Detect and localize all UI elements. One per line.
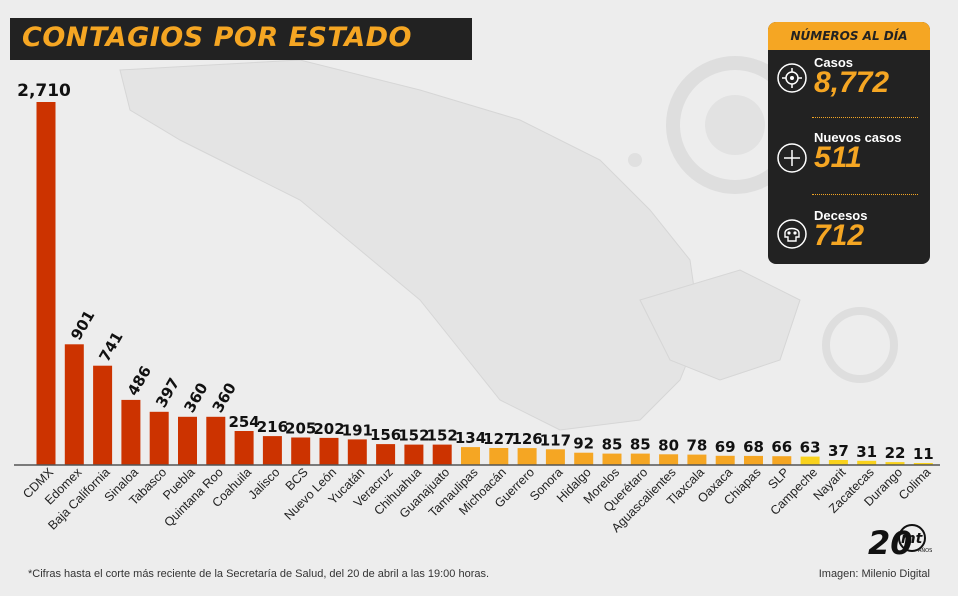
chart-title: CONTAGIOS POR ESTADO bbox=[22, 22, 412, 53]
bar-20 bbox=[602, 453, 622, 465]
bar-21 bbox=[630, 453, 650, 465]
bar-value-label-16: 127 bbox=[483, 430, 514, 448]
bar-value-label-26: 66 bbox=[771, 438, 792, 456]
milenio-20-years-logo: 20 mt AÑOS bbox=[868, 524, 932, 562]
image-credit: Imagen: Milenio Digital bbox=[818, 568, 930, 580]
bar-value-label-17: 126 bbox=[511, 430, 542, 448]
bar-12 bbox=[376, 444, 396, 465]
bar-value-label-19: 92 bbox=[573, 435, 594, 453]
bar-7 bbox=[234, 431, 254, 465]
bar-value-label-27: 63 bbox=[800, 439, 821, 457]
separator bbox=[812, 194, 918, 195]
bar-value-label-30: 22 bbox=[885, 444, 906, 462]
bar-value-label-11: 191 bbox=[342, 421, 373, 439]
bar-value-label-28: 37 bbox=[828, 442, 849, 460]
bar-value-label-6: 360 bbox=[209, 380, 240, 416]
bar-value-label-29: 31 bbox=[856, 443, 877, 461]
bar-value-label-5: 360 bbox=[180, 380, 211, 416]
bar-5 bbox=[178, 416, 197, 465]
bar-18 bbox=[545, 449, 565, 465]
logo-number: 20 bbox=[868, 524, 913, 562]
bar-value-label-1: 901 bbox=[67, 307, 98, 343]
stat-new-cases-label: Nuevos casos bbox=[814, 130, 902, 145]
stat-deaths-value: 712 bbox=[814, 219, 865, 252]
bar-value-label-0: 2,710 bbox=[17, 81, 71, 101]
bar-27 bbox=[800, 456, 820, 465]
category-label-31: Colima bbox=[896, 465, 933, 502]
bar-value-label-2: 741 bbox=[95, 329, 126, 365]
bar-15 bbox=[461, 447, 480, 465]
bar-value-label-10: 202 bbox=[313, 420, 344, 438]
daily-numbers-panel: NÚMEROS AL DÍA Casos 8,772 Nuevos casos … bbox=[768, 22, 930, 264]
bar-4 bbox=[149, 411, 169, 465]
bar-11 bbox=[347, 439, 367, 465]
bar-16 bbox=[489, 448, 509, 465]
bar-value-label-23: 78 bbox=[686, 437, 707, 455]
logo-small-text: AÑOS bbox=[918, 547, 932, 554]
virus-icon bbox=[777, 63, 807, 93]
logo-text: mt bbox=[901, 531, 924, 547]
bar-value-label-12: 156 bbox=[370, 426, 401, 444]
stat-new-cases-value: 511 bbox=[814, 141, 862, 174]
bar-value-label-22: 80 bbox=[658, 436, 679, 454]
bar-1 bbox=[64, 344, 84, 465]
title-banner bbox=[10, 18, 472, 60]
plus-icon bbox=[777, 143, 807, 173]
skull-icon bbox=[777, 219, 807, 249]
bar-14 bbox=[432, 444, 452, 465]
stat-cases-label: Casos bbox=[814, 55, 854, 70]
bar-value-label-20: 85 bbox=[602, 436, 623, 454]
bar-value-label-31: 11 bbox=[913, 445, 934, 463]
bar-9 bbox=[291, 437, 311, 465]
bar-22 bbox=[659, 454, 679, 465]
panel-header: NÚMEROS AL DÍA bbox=[768, 22, 930, 50]
bar-value-label-13: 152 bbox=[398, 427, 429, 445]
category-label-8: Jalisco bbox=[246, 465, 283, 502]
bar-value-label-9: 205 bbox=[285, 420, 316, 438]
bar-19 bbox=[574, 452, 594, 465]
bar-value-label-21: 85 bbox=[630, 436, 651, 454]
bar-31 bbox=[913, 463, 933, 465]
bar-10 bbox=[319, 437, 339, 465]
bar-value-label-24: 69 bbox=[715, 438, 736, 456]
bar-25 bbox=[744, 455, 763, 465]
bar-value-label-18: 117 bbox=[540, 431, 571, 449]
bar-value-label-14: 152 bbox=[427, 427, 458, 445]
bar-3 bbox=[121, 399, 141, 465]
bar-value-label-15: 134 bbox=[455, 429, 486, 447]
bar-6 bbox=[206, 416, 226, 465]
bar-8 bbox=[262, 436, 282, 465]
bar-17 bbox=[517, 448, 537, 465]
bar-value-label-25: 68 bbox=[743, 438, 764, 456]
bar-value-label-3: 486 bbox=[124, 363, 155, 399]
bar-23 bbox=[687, 454, 707, 465]
bar-value-label-8: 216 bbox=[257, 418, 288, 436]
bar-28 bbox=[828, 460, 848, 465]
separator bbox=[812, 117, 918, 118]
bar-2 bbox=[93, 365, 113, 465]
bar-29 bbox=[857, 460, 877, 465]
bar-13 bbox=[404, 444, 424, 465]
bar-26 bbox=[772, 456, 792, 465]
footnote: *Cifras hasta el corte más reciente de l… bbox=[28, 568, 490, 580]
bar-30 bbox=[885, 462, 905, 465]
bar-0 bbox=[36, 102, 56, 465]
bar-value-label-4: 397 bbox=[152, 375, 183, 411]
bar-value-label-7: 254 bbox=[228, 413, 259, 431]
stat-deaths-label: Decesos bbox=[814, 208, 868, 223]
bar-24 bbox=[715, 455, 735, 465]
stat-cases-value: 8,772 bbox=[814, 66, 890, 99]
